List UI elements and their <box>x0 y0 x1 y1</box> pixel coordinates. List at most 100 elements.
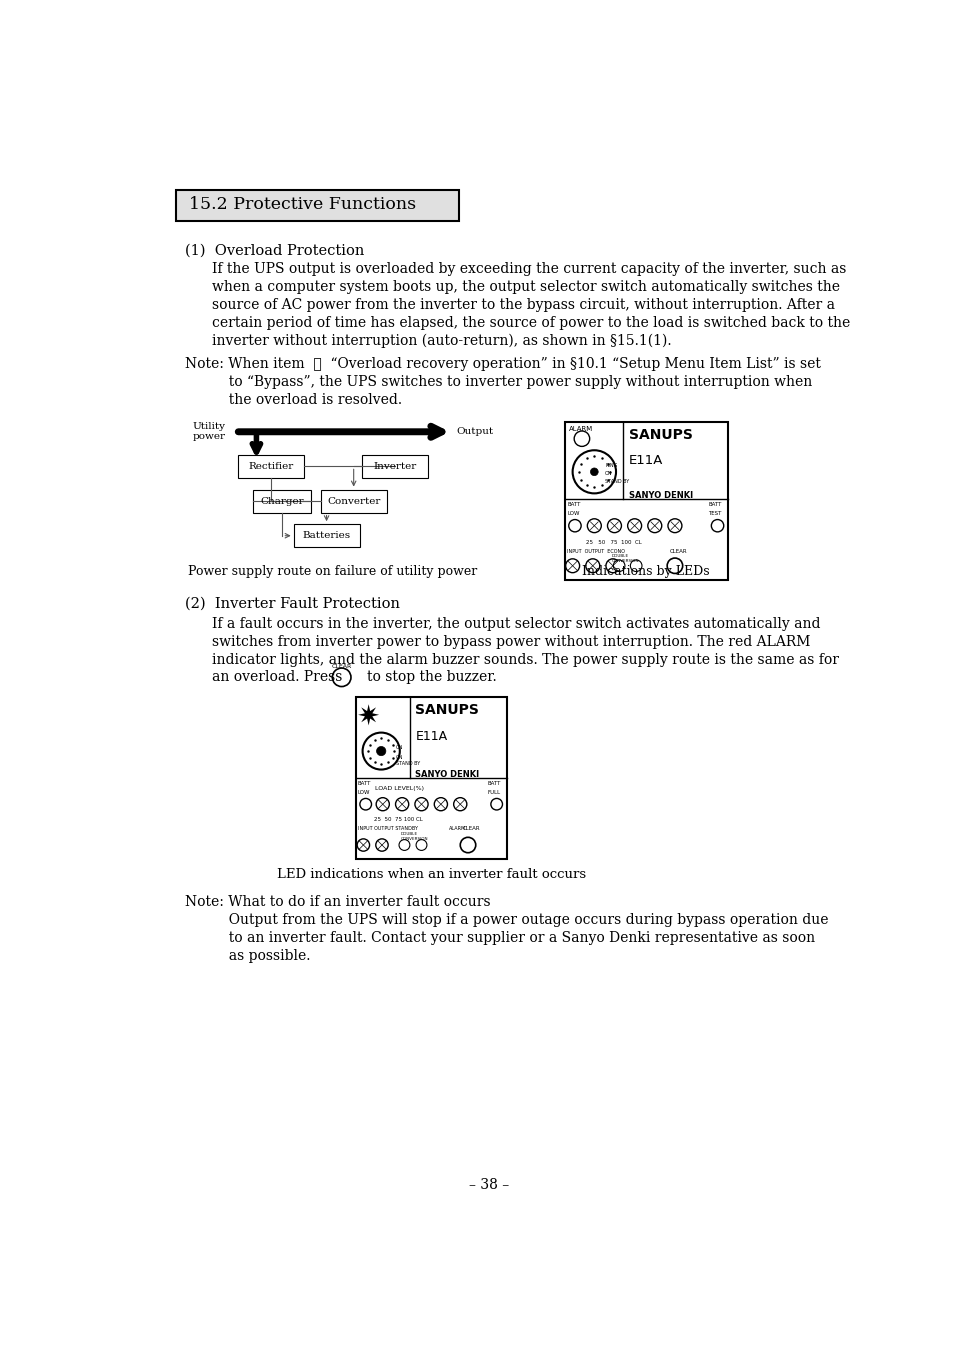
Circle shape <box>416 839 427 850</box>
Circle shape <box>459 838 476 852</box>
Text: inverter without interruption (auto-return), as shown in §15.1(1).: inverter without interruption (auto-retu… <box>212 334 671 349</box>
Text: (1)  Overload Protection: (1) Overload Protection <box>185 243 364 258</box>
Text: LOW: LOW <box>357 790 370 796</box>
Circle shape <box>362 732 399 770</box>
Text: Utility
power: Utility power <box>193 422 226 442</box>
Circle shape <box>627 519 641 532</box>
Text: Rectifier: Rectifier <box>248 462 294 471</box>
Text: LOAD LEVEL(%): LOAD LEVEL(%) <box>375 786 423 790</box>
Text: SANYO DENKI: SANYO DENKI <box>415 770 479 780</box>
Text: DOUBLE
CONVERSION: DOUBLE CONVERSION <box>400 832 428 840</box>
Text: Output: Output <box>456 427 493 436</box>
Text: ✷: ✷ <box>356 704 380 731</box>
Text: to an inverter fault. Contact your supplier or a Sanyo Denki representative as s: to an inverter fault. Contact your suppl… <box>185 931 815 944</box>
Text: If a fault occurs in the inverter, the output selector switch activates automati: If a fault occurs in the inverter, the o… <box>212 617 820 631</box>
Text: an overload. Press: an overload. Press <box>212 670 342 685</box>
Circle shape <box>565 559 579 573</box>
Text: FULL: FULL <box>487 790 500 796</box>
Circle shape <box>375 797 389 811</box>
Bar <box>253 489 311 512</box>
Bar <box>355 697 506 859</box>
Circle shape <box>590 467 598 476</box>
Text: SANUPS: SANUPS <box>415 704 478 717</box>
Text: BATT: BATT <box>707 501 720 507</box>
Text: SANUPS: SANUPS <box>629 428 692 442</box>
Text: RING: RING <box>604 462 617 467</box>
Text: Indications by LEDs: Indications by LEDs <box>582 565 709 578</box>
Text: the overload is resolved.: the overload is resolved. <box>185 393 402 407</box>
Circle shape <box>607 519 620 532</box>
Circle shape <box>605 559 619 573</box>
Text: ALARM: ALARM <box>568 427 593 432</box>
Circle shape <box>491 798 502 811</box>
Text: SANYO DENKI: SANYO DENKI <box>629 490 693 500</box>
Text: Note: When item  ⓐ  “Overload recovery operation” in §10.1 “Setup Menu Item List: Note: When item ⓐ “Overload recovery ope… <box>185 357 821 372</box>
Circle shape <box>332 669 351 686</box>
Text: indicator lights, and the alarm buzzer sounds. The power supply route is the sam: indicator lights, and the alarm buzzer s… <box>212 653 839 666</box>
Circle shape <box>630 559 641 571</box>
Circle shape <box>376 747 385 755</box>
Text: to “Bypass”, the UPS switches to inverter power supply without interruption when: to “Bypass”, the UPS switches to inverte… <box>185 376 812 389</box>
Text: DOUBLE
CONVERSION: DOUBLE CONVERSION <box>611 554 639 563</box>
Text: CLEAR: CLEAR <box>669 549 686 554</box>
Text: Batteries: Batteries <box>302 531 351 540</box>
Text: BATT: BATT <box>487 781 500 786</box>
Text: ON: ON <box>395 744 403 750</box>
Text: 15.2 Protective Functions: 15.2 Protective Functions <box>189 196 416 213</box>
Circle shape <box>375 839 388 851</box>
Circle shape <box>585 559 599 573</box>
Text: Output from the UPS will stop if a power outage occurs during bypass operation d: Output from the UPS will stop if a power… <box>185 913 828 927</box>
Circle shape <box>587 519 600 532</box>
Circle shape <box>574 431 589 446</box>
Circle shape <box>613 559 624 571</box>
Text: LED indications when an inverter fault occurs: LED indications when an inverter fault o… <box>276 869 585 881</box>
Bar <box>361 455 427 478</box>
Text: ON: ON <box>604 471 612 476</box>
Text: 25   50   75  100  CL: 25 50 75 100 CL <box>585 539 640 544</box>
Bar <box>175 190 458 220</box>
Text: Power supply route on failure of utility power: Power supply route on failure of utility… <box>188 565 476 578</box>
Circle shape <box>568 520 580 532</box>
Circle shape <box>356 839 369 851</box>
Bar <box>564 422 727 580</box>
Bar <box>237 455 303 478</box>
Text: E11A: E11A <box>415 730 447 743</box>
Text: TEST: TEST <box>707 511 720 516</box>
Text: Note: What to do if an inverter fault occurs: Note: What to do if an inverter fault oc… <box>185 894 490 909</box>
Text: BATT: BATT <box>357 781 371 786</box>
Text: source of AC power from the inverter to the bypass circuit, without interruption: source of AC power from the inverter to … <box>212 299 835 312</box>
Circle shape <box>454 797 466 811</box>
Text: E11A: E11A <box>629 454 663 467</box>
Text: switches from inverter power to bypass power without interruption. The red ALARM: switches from inverter power to bypass p… <box>212 635 810 648</box>
Text: (2)  Inverter Fault Protection: (2) Inverter Fault Protection <box>185 597 399 611</box>
Text: BATT: BATT <box>567 501 580 507</box>
Circle shape <box>647 519 661 532</box>
Text: 25  50  75 100 CL: 25 50 75 100 CL <box>374 816 422 821</box>
Text: ON
STAND BY: ON STAND BY <box>395 755 419 766</box>
Circle shape <box>572 450 616 493</box>
Text: INPUT OUTPUT STANDBY: INPUT OUTPUT STANDBY <box>357 825 417 831</box>
Text: certain period of time has elapsed, the source of power to the load is switched : certain period of time has elapsed, the … <box>212 316 850 330</box>
Text: CLEAR: CLEAR <box>332 665 352 669</box>
Text: when a computer system boots up, the output selector switch automatically switch: when a computer system boots up, the out… <box>212 281 840 295</box>
Circle shape <box>666 558 682 573</box>
Circle shape <box>711 520 723 532</box>
Bar <box>320 489 386 512</box>
Circle shape <box>434 797 447 811</box>
Circle shape <box>359 798 371 811</box>
Text: ALARM: ALARM <box>448 825 465 831</box>
Text: as possible.: as possible. <box>185 948 311 962</box>
Text: to stop the buzzer.: to stop the buzzer. <box>367 670 497 685</box>
Text: Charger: Charger <box>260 497 304 505</box>
Circle shape <box>415 797 428 811</box>
Circle shape <box>667 519 681 532</box>
Text: Converter: Converter <box>327 497 380 505</box>
Text: If the UPS output is overloaded by exceeding the current capacity of the inverte: If the UPS output is overloaded by excee… <box>212 262 845 277</box>
Text: Inverter: Inverter <box>373 462 416 471</box>
Circle shape <box>398 839 410 850</box>
Text: – 38 –: – 38 – <box>468 1178 509 1193</box>
Text: CLEAR: CLEAR <box>462 825 479 831</box>
Circle shape <box>395 797 408 811</box>
Text: INPUT  OUTPUT  ECONO: INPUT OUTPUT ECONO <box>567 549 624 554</box>
Bar <box>294 524 359 547</box>
